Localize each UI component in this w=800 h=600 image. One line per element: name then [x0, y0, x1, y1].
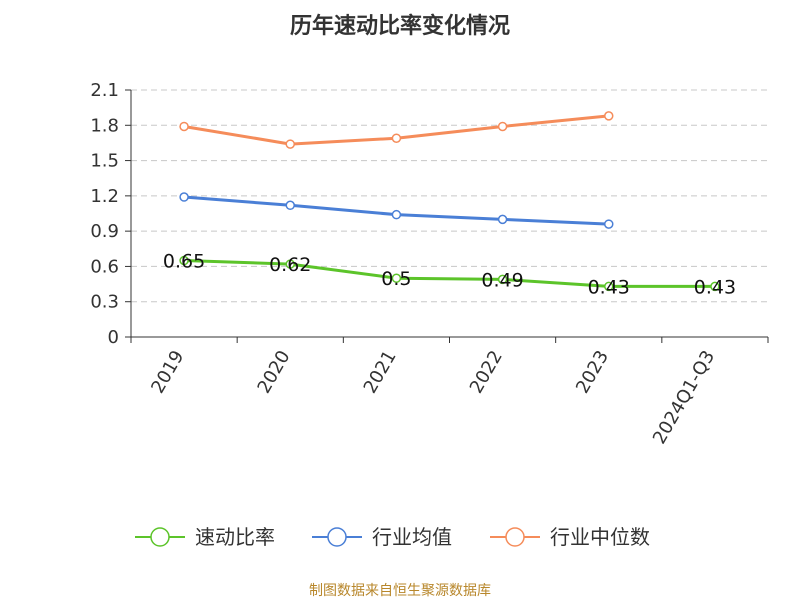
y-tick-label: 0.9 — [90, 221, 119, 242]
data-label: 0.49 — [481, 269, 523, 291]
data-point — [497, 121, 508, 132]
data-point — [604, 219, 614, 229]
y-axis-ticks: 0 0.3 0.6 0.9 1.2 1.5 1.8 2.1 — [90, 80, 119, 348]
x-tick-label: 2023 — [572, 347, 613, 397]
legend-marker — [150, 527, 170, 547]
x-axis-ticks: 2019 2020 2021 2022 2023 2024Q1-Q3 — [147, 347, 719, 448]
x-tick-label: 2022 — [466, 347, 507, 397]
grid-lines — [131, 89, 768, 303]
legend-label: 速动比率 — [195, 525, 275, 549]
legend-item: 速动比率 — [135, 525, 275, 549]
y-tick-label: 1.5 — [90, 151, 119, 172]
data-point — [179, 255, 189, 266]
legend-label: 行业均值 — [372, 525, 452, 549]
axes — [125, 89, 769, 343]
data-point — [391, 273, 402, 283]
y-tick-label: 0.6 — [90, 256, 119, 277]
x-tick-label: 2020 — [253, 347, 294, 397]
data-point — [179, 121, 189, 132]
chart-title: 历年速动比率变化情况 — [290, 13, 510, 39]
data-labels: 0.65 0.62 0.5 0.49 0.43 0.43 — [163, 251, 736, 299]
y-tick-label: 0.3 — [90, 292, 119, 313]
y-tick-label: 0 — [108, 327, 119, 348]
series-line-0 — [184, 259, 715, 288]
y-tick-label: 1.8 — [90, 115, 119, 136]
data-point — [285, 139, 295, 149]
data-label: 0.43 — [694, 276, 736, 298]
series-lines — [179, 111, 720, 292]
data-point — [391, 209, 402, 220]
legend: 速动比率 行业均值 行业中位数 — [135, 525, 650, 549]
data-point — [604, 111, 614, 121]
data-label: 0.62 — [269, 254, 311, 276]
legend-item: 行业均值 — [312, 525, 452, 549]
legend-label: 行业中位数 — [550, 525, 650, 549]
source-note: 制图数据来自恒生聚源数据库 — [309, 583, 491, 599]
x-tick-label: 2021 — [360, 347, 401, 397]
data-point — [285, 200, 295, 211]
data-label: 0.5 — [381, 268, 411, 290]
legend-item: 行业中位数 — [490, 525, 650, 549]
data-label: 0.65 — [163, 251, 205, 273]
data-label: 0.43 — [588, 276, 630, 298]
data-point — [391, 133, 402, 143]
y-tick-label: 2.1 — [90, 80, 119, 101]
legend-marker — [327, 527, 347, 547]
data-point — [179, 192, 189, 202]
x-tick-label: 2024Q1-Q3 — [649, 347, 719, 448]
data-point — [710, 281, 720, 292]
data-point — [497, 274, 508, 285]
data-point — [285, 259, 295, 269]
data-point — [497, 214, 508, 225]
y-tick-label: 1.2 — [90, 186, 119, 207]
x-tick-label: 2019 — [147, 347, 188, 397]
data-point — [604, 281, 614, 292]
legend-marker — [505, 527, 525, 547]
